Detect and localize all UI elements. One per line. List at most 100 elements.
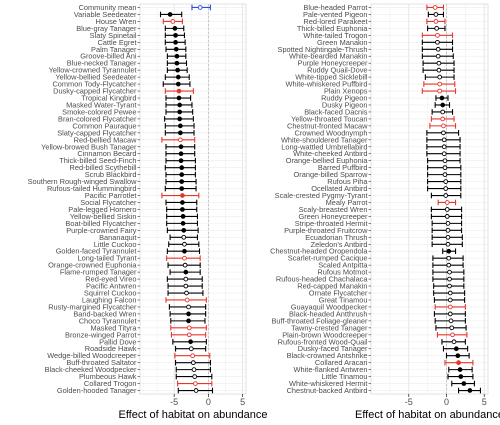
species-label: Buff-throated Foliage-gleaner: [271, 316, 368, 325]
species-label: Guayaquil Woodpecker: [291, 302, 368, 311]
species-label: Long-wattled Umbrellabird: [281, 142, 367, 151]
estimate-point: [174, 60, 180, 66]
species-label: Green Manakin: [317, 38, 368, 47]
estimate-point: [190, 353, 196, 359]
estimate-point: [436, 60, 442, 66]
estimate-point: [191, 367, 197, 372]
estimate-point: [440, 116, 446, 122]
estimate-point: [192, 374, 198, 379]
species-label: Masked Water-Tyrant: [66, 100, 136, 109]
species-label: Red-billed Scythebill: [70, 163, 137, 172]
estimate-point: [461, 381, 467, 386]
estimate-point: [437, 74, 443, 80]
estimate-point: [176, 95, 182, 101]
species-label: Pale-legged Hornero: [68, 205, 136, 214]
estimate-point: [448, 318, 454, 324]
species-label: Green Honeycreeper: [298, 212, 368, 221]
estimate-point: [190, 360, 196, 366]
x-axis-tick-label: -5: [170, 397, 178, 407]
estimate-point: [182, 255, 187, 261]
estimate-point: [177, 130, 183, 136]
estimate-point: [443, 193, 449, 198]
species-label: Golden-hooded Tanager: [57, 386, 137, 395]
estimate-point: [435, 46, 441, 52]
species-label: Masked Tityra: [91, 323, 138, 332]
estimate-point: [188, 346, 194, 352]
estimate-point: [444, 207, 450, 212]
species-label: Collared Aracari: [315, 358, 368, 367]
species-label: Scaly-breasted Wren: [299, 205, 368, 214]
estimate-point: [167, 12, 173, 17]
species-label: Crowned Woodnymph: [295, 128, 368, 137]
species-label: Orange-crowned Euphonia: [48, 261, 137, 270]
estimate-point: [186, 332, 192, 338]
species-label: Bran-colored Flycatcher: [58, 114, 137, 123]
estimate-point: [441, 123, 446, 129]
species-label: Slaty-capped Flycatcher: [57, 128, 137, 137]
estimate-point: [447, 276, 452, 282]
species-label: Ecuadorian Thrush: [305, 233, 367, 242]
estimate-point: [446, 262, 452, 268]
species-label: Barred Puffbird: [318, 163, 368, 172]
species-label: Rufous-headed Chachalaca: [276, 275, 369, 284]
species-label: Dusky-faced Tanager: [298, 344, 368, 353]
estimate-point: [455, 353, 461, 359]
species-label: Rufous Piha: [327, 177, 368, 186]
species-label: Chestnut-fronted Macaw: [287, 121, 368, 130]
species-label: Rufous-fronted Wood-Quail: [278, 337, 368, 346]
estimate-point: [182, 241, 187, 247]
estimate-point: [445, 227, 451, 233]
estimate-point: [180, 221, 186, 226]
estimate-point: [456, 360, 461, 366]
species-label: Bronze-winged Parrot: [65, 330, 136, 339]
estimate-point: [432, 5, 438, 10]
species-label: Flame-rumped Tanager: [60, 268, 137, 277]
species-label: Common Pauraque: [72, 121, 136, 130]
estimate-point: [180, 200, 185, 205]
estimate-point: [441, 151, 447, 157]
estimate-point: [442, 165, 448, 171]
estimate-point: [435, 39, 440, 45]
species-label: Cattle Egret: [97, 38, 136, 47]
left-x-axis-title: Effect of habitat on abundance: [118, 409, 267, 421]
estimate-point: [458, 374, 464, 379]
estimate-point: [175, 74, 181, 80]
species-label: Long-tailed Tyrant: [77, 254, 136, 263]
species-label: Plain Xenops: [324, 87, 368, 96]
estimate-point: [180, 207, 185, 212]
species-label: White-whiskered Puffbird: [285, 80, 367, 89]
species-label: Blue-headed Parrot: [303, 3, 367, 12]
species-label: Purple-throated Fruitcrow: [284, 226, 368, 235]
estimate-point: [444, 200, 450, 205]
species-label: Great Tinamou: [319, 295, 368, 304]
species-label: Scaled Antpitta: [318, 261, 368, 270]
species-label: White-shouldered Tanager: [281, 135, 368, 144]
species-label: Purple-crowned Fairy: [66, 226, 137, 235]
estimate-point: [449, 325, 455, 331]
estimate-point: [178, 151, 184, 157]
species-label: Black-crowned Antshrike: [287, 351, 368, 360]
species-label: Orange-billed Sparrow: [294, 170, 369, 179]
species-label: Red-bellied Macaw: [74, 135, 138, 144]
estimate-point: [447, 297, 453, 303]
species-label: Ruddy Pigeon: [321, 94, 367, 103]
estimate-point: [439, 95, 445, 101]
estimate-point: [179, 186, 185, 191]
estimate-point: [177, 102, 183, 108]
estimate-point: [445, 234, 451, 240]
species-label: Chestnut-headed Oropendola: [270, 247, 368, 256]
species-label: Groove-billed Ani: [80, 52, 137, 61]
estimate-point: [178, 158, 184, 164]
species-label: Band-backed Wren: [73, 309, 136, 318]
estimate-point: [186, 311, 191, 317]
estimate-point: [183, 269, 189, 275]
estimate-point: [437, 88, 443, 94]
species-label: Scarlet-rumped Cacique: [288, 254, 368, 263]
estimate-point: [445, 241, 451, 247]
species-label: Slaty Spinetail: [90, 31, 137, 40]
species-label: Buff-throated Saltator: [66, 358, 137, 367]
estimate-point: [184, 297, 190, 303]
species-label: White-tipped Sicklebill: [295, 73, 368, 82]
